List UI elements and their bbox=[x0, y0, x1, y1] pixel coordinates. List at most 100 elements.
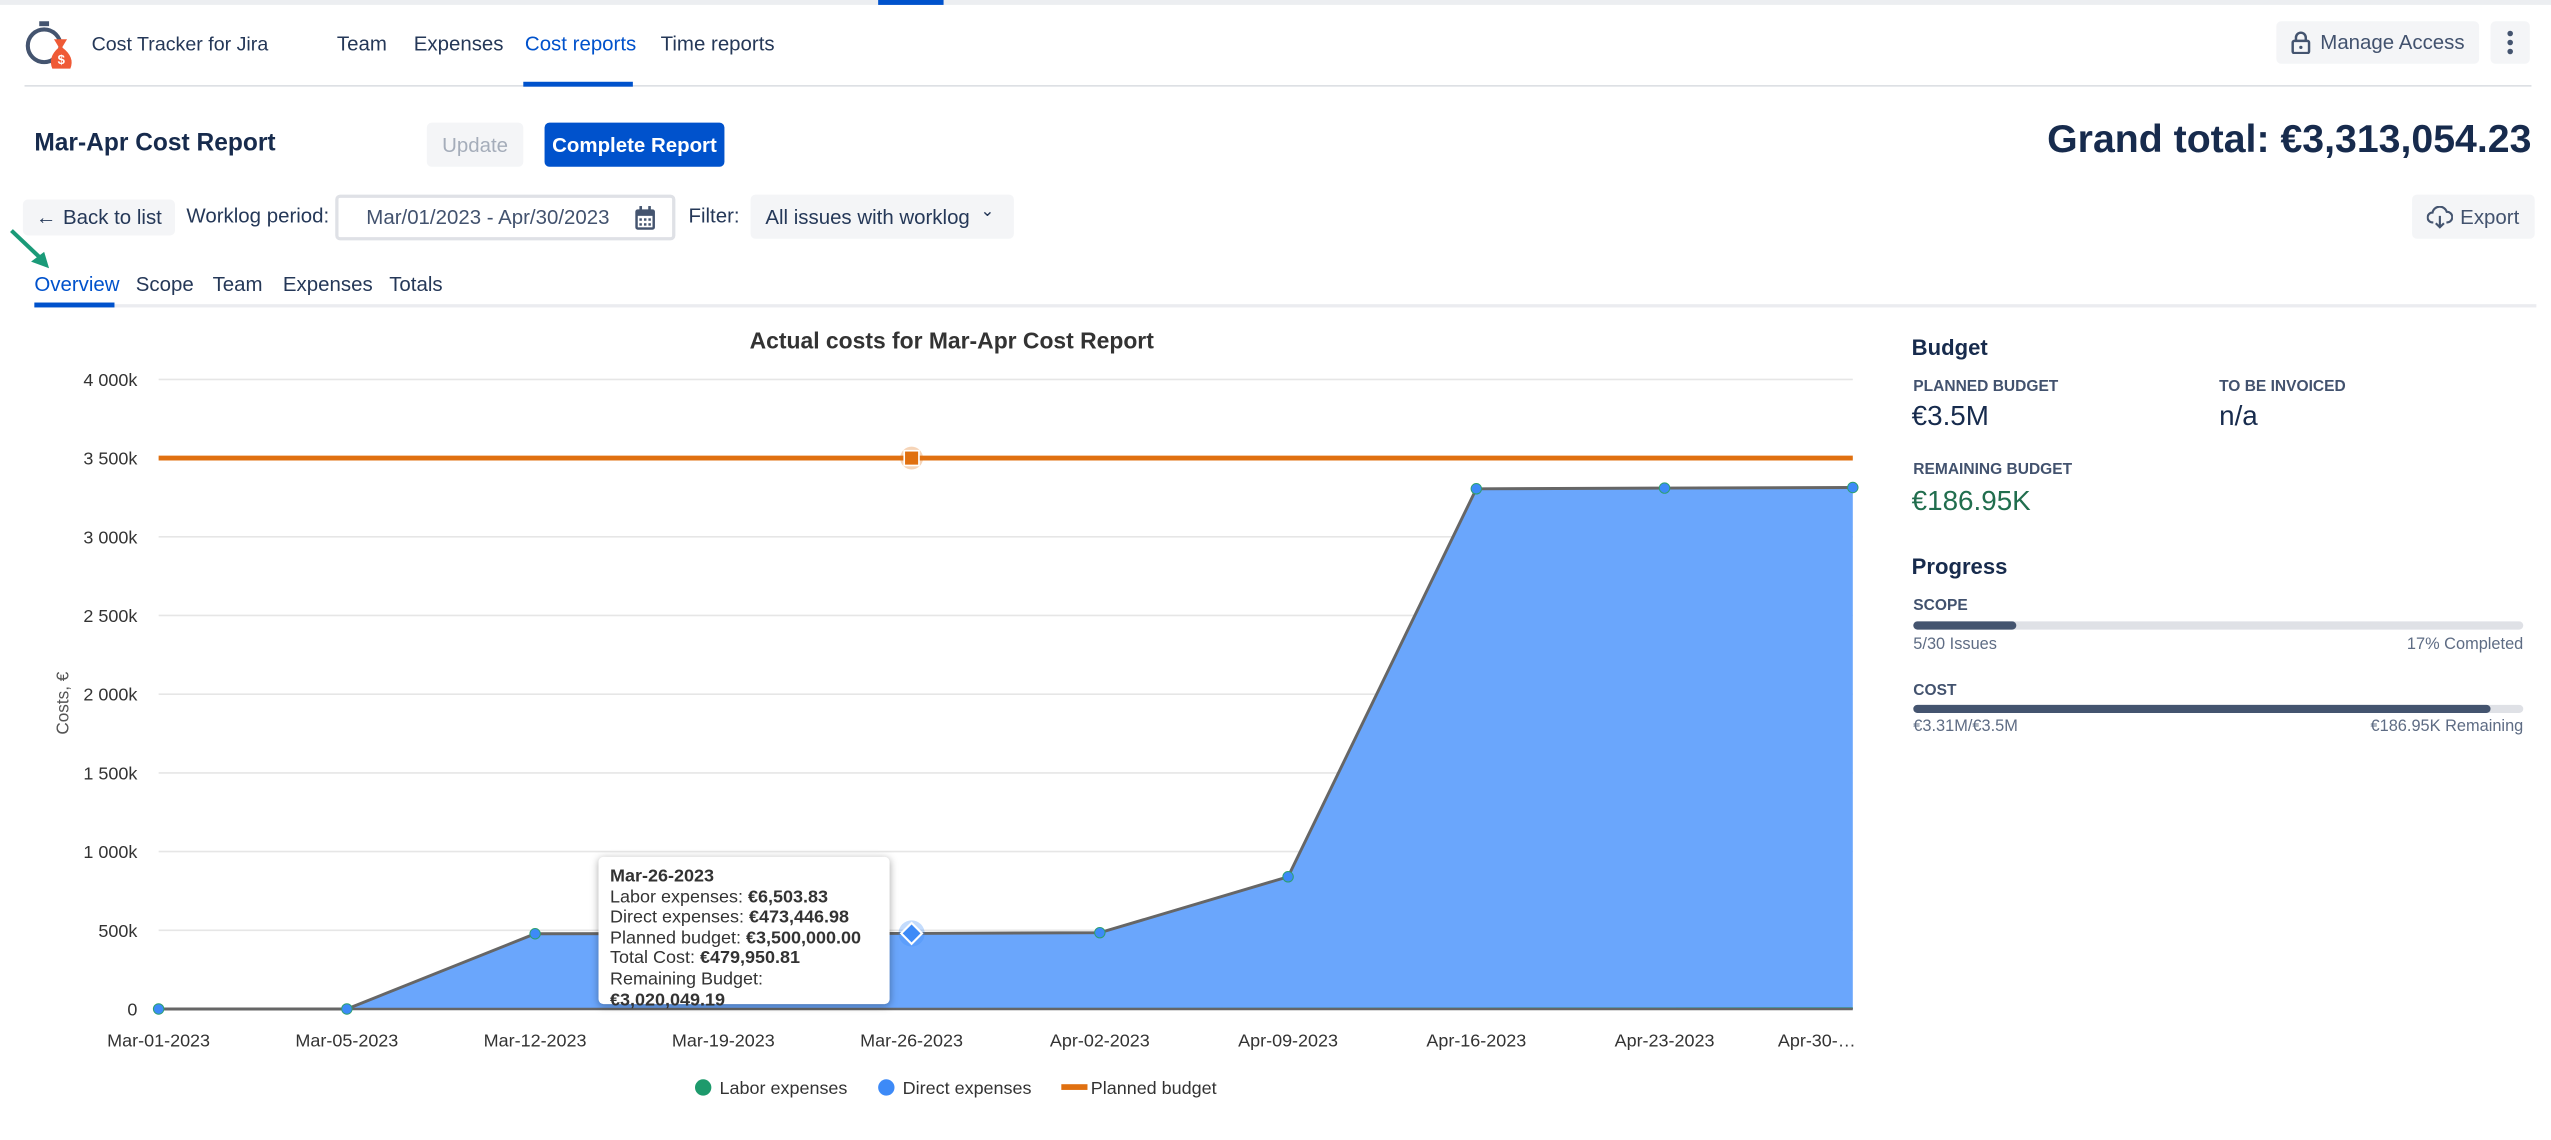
total-line bbox=[158, 486, 1853, 1011]
y-tick-label: 500k bbox=[98, 921, 138, 941]
filter-select[interactable]: All issues with worklog ⌄ bbox=[750, 194, 1014, 239]
arrow-annotation-icon bbox=[10, 229, 50, 269]
more-vertical-icon bbox=[2507, 30, 2513, 55]
tooltip-value: €479,950.81 bbox=[699, 949, 800, 969]
manage-access-button[interactable]: Manage Access bbox=[2276, 21, 2480, 64]
cost-chart: Actual costs for Mar-Apr Cost Report Cost… bbox=[53, 327, 1859, 1098]
filter-label: Filter: bbox=[688, 204, 740, 228]
y-tick-label: 4 000k bbox=[83, 370, 138, 390]
legend-marker bbox=[878, 1079, 895, 1096]
direct-expenses-area bbox=[158, 487, 1853, 1009]
to-be-invoiced-value: n/a bbox=[2219, 400, 2258, 432]
y-tick-label: 3 000k bbox=[83, 527, 138, 547]
tab-totals[interactable]: Totals bbox=[389, 273, 443, 296]
nav-active-indicator bbox=[523, 81, 633, 87]
lock-icon bbox=[2291, 31, 2311, 54]
tooltip-key: Remaining Budget: bbox=[609, 969, 763, 990]
y-tick-label: 1 500k bbox=[83, 763, 138, 783]
scope-label: SCOPE bbox=[1913, 596, 1968, 615]
tooltip-key: Planned budget: bbox=[609, 928, 747, 949]
nav-divider bbox=[24, 85, 2532, 87]
x-tick-label: Mar-05-2023 bbox=[295, 1031, 398, 1051]
complete-report-button[interactable]: Complete Report bbox=[544, 122, 725, 167]
x-tick-label: Mar-01-2023 bbox=[107, 1031, 210, 1051]
tooltip-row: Total Cost: €479,950.81 bbox=[610, 949, 878, 970]
page-title: Mar-Apr Cost Report bbox=[34, 129, 276, 157]
app-logo: $ bbox=[23, 18, 79, 74]
y-tick-label: 3 500k bbox=[83, 449, 138, 469]
nav-expenses[interactable]: Expenses bbox=[413, 32, 504, 56]
tab-overview[interactable]: Overview bbox=[34, 273, 120, 296]
top-border bbox=[0, 0, 2551, 5]
direct-expenses-point bbox=[1658, 482, 1671, 494]
y-axis-label: Costs, € bbox=[53, 671, 73, 734]
direct-expenses-point bbox=[1094, 926, 1106, 939]
x-tick-label: Apr-16-2023 bbox=[1426, 1031, 1526, 1051]
tab-team[interactable]: Team bbox=[212, 273, 263, 296]
tooltip-value: €3,500,000.00 bbox=[746, 928, 862, 949]
chart-tooltip: Mar-26-2023 Labor expenses: €6,503.83 Dir… bbox=[598, 856, 890, 1010]
x-tick-label: Apr-02-2023 bbox=[1050, 1031, 1150, 1051]
y-tick-label: 1 000k bbox=[83, 842, 138, 862]
progress-heading: Progress bbox=[1911, 554, 2008, 579]
budget-hover-point bbox=[903, 449, 920, 467]
arrow-left-icon: ← bbox=[36, 206, 57, 229]
y-tick-label: 2 000k bbox=[83, 685, 138, 705]
more-options-button[interactable] bbox=[2490, 21, 2530, 64]
svg-text:$: $ bbox=[58, 52, 66, 67]
direct-expenses-point bbox=[152, 1003, 165, 1015]
tab-scope[interactable]: Scope bbox=[135, 273, 194, 296]
back-to-list-button[interactable]: ← Back to list bbox=[22, 199, 175, 236]
tooltip-key: Direct expenses: bbox=[609, 907, 749, 928]
manage-access-label: Manage Access bbox=[2320, 31, 2465, 54]
nav-time-reports[interactable]: Time reports bbox=[660, 32, 775, 56]
scope-issues: 5/30 Issues bbox=[1913, 636, 1997, 655]
cost-label: COST bbox=[1913, 681, 1957, 700]
direct-expenses-point bbox=[1470, 483, 1483, 495]
calendar-icon[interactable] bbox=[634, 206, 655, 231]
tab-expenses[interactable]: Expenses bbox=[282, 273, 373, 296]
budget-heading: Budget bbox=[1911, 335, 1988, 360]
tooltip-value: €3,020,049.19 bbox=[609, 990, 726, 1010]
x-tick-label: Mar-19-2023 bbox=[672, 1031, 775, 1051]
app-name: Cost Tracker for Jira bbox=[91, 32, 269, 56]
tab-active-indicator bbox=[34, 302, 115, 308]
worklog-period-input[interactable]: Mar/01/2023 - Apr/30/2023 bbox=[335, 194, 676, 241]
x-tick-label: Apr-09-2023 bbox=[1238, 1031, 1338, 1051]
cost-spent: €3.31M/€3.5M bbox=[1913, 717, 2018, 736]
tooltip-date: Mar-26-2023 bbox=[609, 866, 714, 887]
export-label: Export bbox=[2460, 205, 2520, 229]
legend-marker bbox=[1061, 1084, 1088, 1090]
x-tick-label: Apr-30-… bbox=[1778, 1031, 1856, 1051]
hover-point bbox=[899, 921, 924, 946]
scope-progress-fill bbox=[1913, 621, 2017, 630]
export-button[interactable]: Export bbox=[2412, 194, 2535, 239]
update-button[interactable]: Update bbox=[426, 122, 524, 167]
direct-expenses-point bbox=[529, 928, 541, 940]
chevron-down-icon: ⌄ bbox=[980, 202, 995, 221]
scope-progress-bar bbox=[1913, 621, 2524, 630]
nav-team[interactable]: Team bbox=[336, 32, 387, 56]
remaining-budget-label: REMAINING BUDGET bbox=[1913, 461, 2073, 480]
y-tick-label: 2 500k bbox=[83, 606, 138, 626]
x-tick-label: Apr-23-2023 bbox=[1615, 1031, 1715, 1051]
cost-remaining: €186.95K Remaining bbox=[2370, 717, 2524, 736]
nav-cost-reports[interactable]: Cost reports bbox=[524, 32, 637, 56]
planned-budget-value: €3.5M bbox=[1911, 400, 1989, 432]
worklog-period-label: Worklog period: bbox=[186, 204, 330, 228]
planned-budget-label: PLANNED BUDGET bbox=[1913, 377, 2059, 396]
tooltip-row: Labor expenses: €6,503.83 bbox=[610, 887, 878, 908]
filter-value: All issues with worklog bbox=[765, 205, 970, 229]
y-tick-label: 0 bbox=[127, 1000, 137, 1020]
legend-label: Labor expenses bbox=[720, 1078, 848, 1098]
legend-label: Direct expenses bbox=[903, 1078, 1032, 1098]
tooltip-key: Total Cost: bbox=[609, 949, 700, 969]
cost-progress-fill bbox=[1913, 704, 2491, 713]
worklog-period-value: Mar/01/2023 - Apr/30/2023 bbox=[366, 206, 610, 229]
legend-marker bbox=[695, 1079, 712, 1096]
x-tick-label: Mar-26-2023 bbox=[860, 1031, 963, 1051]
legend-label: Planned budget bbox=[1091, 1078, 1217, 1098]
tabs-divider bbox=[34, 304, 2537, 308]
remaining-budget-value: €186.95K bbox=[1911, 485, 2031, 517]
back-label: Back to list bbox=[63, 206, 162, 229]
